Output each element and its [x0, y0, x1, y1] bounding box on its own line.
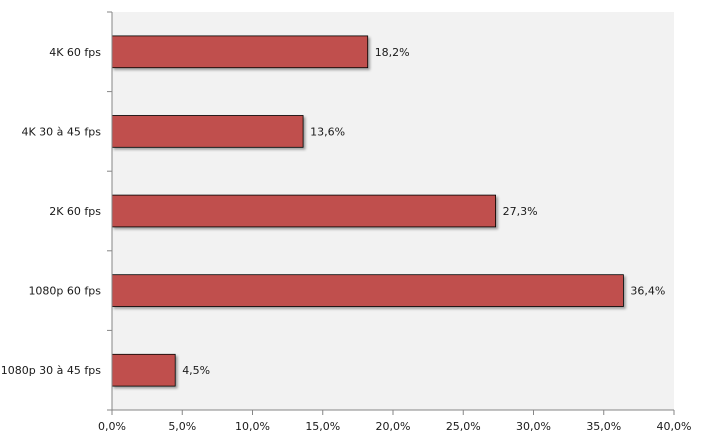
data-label: 27,3%	[503, 205, 538, 218]
labels-layer: 18,2% 4K 60 fps 13,6% 4K 30 à 45 fps 27,3% 2K…	[1, 46, 666, 377]
bar	[111, 35, 369, 69]
bar	[111, 274, 624, 307]
data-label: 4,5%	[182, 364, 210, 377]
category-label: 1080p 30 à 45 fps	[1, 364, 102, 377]
category-label: 2K 60 fps	[49, 205, 101, 218]
x-tick-label: 10,0%	[235, 420, 270, 433]
data-label: 13,6%	[310, 125, 345, 138]
category-label: 4K 30 à 45 fps	[21, 125, 101, 138]
x-tick-label: 35,0%	[586, 420, 621, 433]
x-tick-label: 40,0%	[657, 420, 692, 433]
bars-layer	[111, 35, 624, 387]
x-tick-label: 25,0%	[446, 420, 481, 433]
bar	[111, 353, 176, 387]
category-label: 1080p 60 fps	[28, 285, 101, 298]
x-tick-label: 0,0%	[98, 420, 126, 433]
data-label: 18,2%	[375, 46, 410, 59]
category-label: 4K 60 fps	[49, 46, 101, 59]
bar	[111, 194, 497, 228]
x-tick-label: 15,0%	[305, 420, 340, 433]
axes-layer: 0,0% 5,0% 10,0% 15,0% 20,0% 25,0% 30,0% 35,0% 40…	[98, 11, 692, 433]
x-tick-label: 20,0%	[376, 420, 411, 433]
bar	[111, 115, 304, 148]
x-tick-label: 5,0%	[168, 420, 196, 433]
data-label: 36,4%	[630, 285, 665, 298]
x-tick-label: 30,0%	[516, 420, 551, 433]
